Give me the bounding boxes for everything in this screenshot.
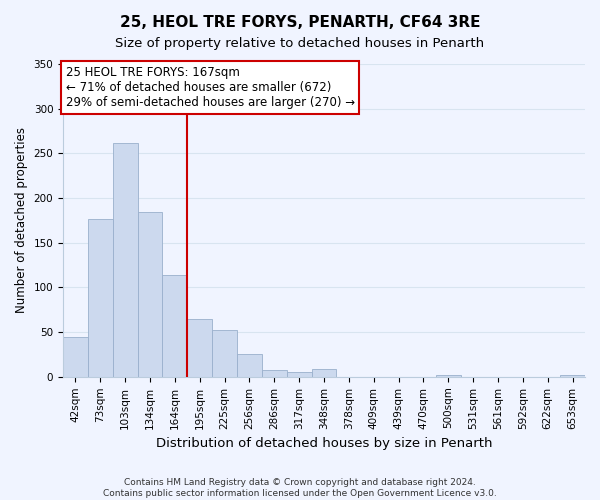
X-axis label: Distribution of detached houses by size in Penarth: Distribution of detached houses by size … [156, 437, 492, 450]
Bar [212, 330, 237, 377]
Bar [187, 318, 212, 377]
Text: Contains HM Land Registry data © Crown copyright and database right 2024.
Contai: Contains HM Land Registry data © Crown c… [103, 478, 497, 498]
Bar [163, 275, 187, 377]
Bar [88, 218, 113, 377]
Bar [436, 375, 461, 377]
Bar [237, 354, 262, 377]
Bar [113, 142, 137, 377]
Text: Size of property relative to detached houses in Penarth: Size of property relative to detached ho… [115, 38, 485, 51]
Bar [63, 336, 88, 377]
Bar [560, 375, 585, 377]
Text: 25 HEOL TRE FORYS: 167sqm
← 71% of detached houses are smaller (672)
29% of semi: 25 HEOL TRE FORYS: 167sqm ← 71% of detac… [65, 66, 355, 109]
Bar [311, 369, 337, 377]
Y-axis label: Number of detached properties: Number of detached properties [15, 128, 28, 314]
Text: 25, HEOL TRE FORYS, PENARTH, CF64 3RE: 25, HEOL TRE FORYS, PENARTH, CF64 3RE [120, 15, 480, 30]
Bar [262, 370, 287, 377]
Bar [137, 212, 163, 377]
Bar [287, 372, 311, 377]
